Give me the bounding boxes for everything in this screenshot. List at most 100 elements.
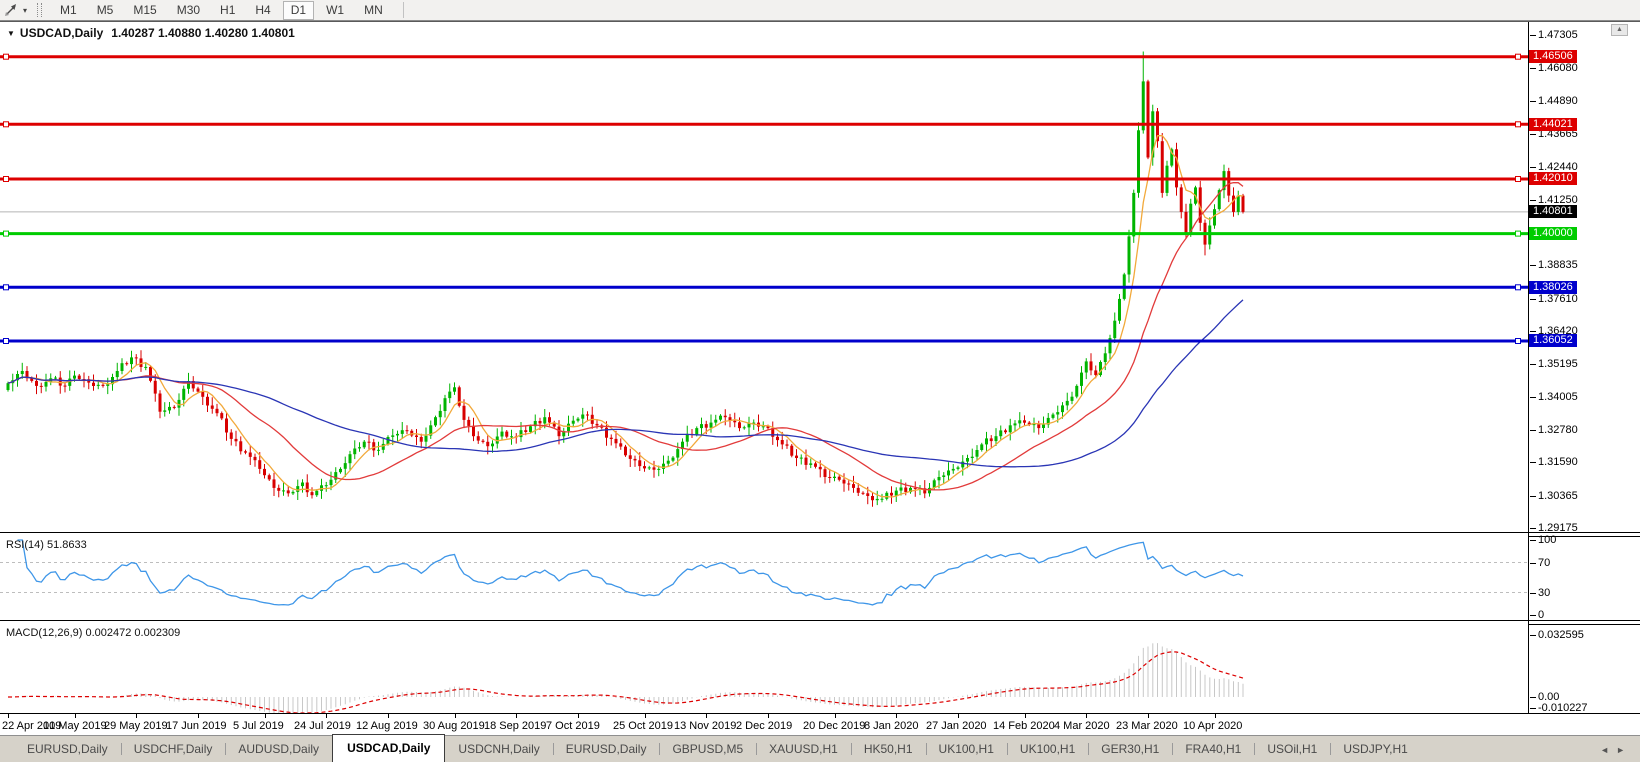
date-axis-tick [455,714,456,718]
tab-gbpusd-m5[interactable]: GBPUSD,M5 [659,737,756,762]
rsi-panel[interactable]: RSI(14) 51.8633 [0,536,1528,620]
date-axis-label: 12 Aug 2019 [356,720,418,732]
date-axis-label: 4 Mar 2020 [1054,720,1110,732]
dropdown-caret-icon: ▾ [23,5,28,15]
price-level-badge: 1.46506 [1529,50,1577,63]
tab-usoil-h1[interactable]: USOil,H1 [1254,737,1330,762]
tab-hk50-h1[interactable]: HK50,H1 [850,737,926,762]
tab-fra40-h1[interactable]: FRA40,H1 [1172,737,1254,762]
date-axis-label: 30 Aug 2019 [423,720,485,732]
date-axis-tick [388,714,389,718]
date-axis-label: 29 May 2019 [104,720,168,732]
date-axis-label: 27 Jan 2020 [926,720,987,732]
timeframe-button-m15[interactable]: M15 [125,1,164,20]
price-level-badge: 1.38026 [1529,281,1577,294]
price-axis-label: 70 [1530,557,1550,569]
chart-window-top-border [0,21,1640,22]
tab-usdcad-daily[interactable]: USDCAD,Daily [332,734,446,762]
candlestick-chart[interactable] [0,22,1528,532]
tab-xauusd-h1[interactable]: XAUUSD,H1 [756,737,851,762]
date-axis-label: 7 Oct 2019 [546,720,600,732]
price-axis-label: 1.29175 [1530,522,1578,534]
price-axis-label: 0.00 [1530,691,1559,703]
date-axis-tick [1025,714,1026,718]
timeframe-button-d1[interactable]: D1 [282,0,315,20]
tab-usdjpy-h1[interactable]: USDJPY,H1 [1330,737,1420,762]
timeframe-button-m30[interactable]: M30 [169,1,208,20]
date-axis-tick [645,714,646,718]
price-axis-label: 1.31590 [1530,456,1578,468]
timeframe-toolbar: M1 M5 M15 M30 H1 H4 D1 W1 MN [50,0,393,20]
tab-scroll-right-icon[interactable]: ► [1616,745,1632,755]
price-axis[interactable]: 1.47305 1.46080 1.44890 1.43665 1.42440 1.412… [1529,22,1640,714]
date-axis-tick [198,714,199,718]
timeframe-button-h4[interactable]: H4 [247,1,278,20]
tab-ger30-h1[interactable]: GER30,H1 [1088,737,1172,762]
toolbar: ▾ M1 M5 M15 M30 H1 H4 D1 W1 MN [0,0,1640,21]
chart-scroll-up-arrow[interactable]: ▲ [1611,24,1628,36]
date-axis-label: 25 Oct 2019 [613,720,673,732]
price-level-badge: 1.42010 [1529,172,1577,185]
tab-usdchf-daily[interactable]: USDCHF,Daily [120,737,226,762]
price-axis-label: 1.41250 [1530,194,1578,206]
price-axis-label: 100 [1530,534,1556,546]
price-axis-label: -0.010227 [1530,702,1588,714]
tab-usdcnh-daily[interactable]: USDCNH,Daily [458,742,540,756]
date-axis-label: 17 Jun 2019 [166,720,227,732]
chart-tabs: EURUSD,Daily USDCHF,Daily AUDUSD,Daily USDC… [0,734,1421,762]
date-axis-label: 14 Feb 2020 [993,720,1055,732]
timeframe-button-m5[interactable]: M5 [89,1,122,20]
date-axis-tick [265,714,266,718]
price-axis-label: 1.34005 [1530,391,1578,403]
date-axis-label: 10 Apr 2020 [1183,720,1243,732]
tab-scroll-arrows[interactable]: ◄► [1600,745,1632,755]
date-axis-tick [1148,714,1149,718]
macd-chart [8,643,1244,713]
price-axis-label: 1.44890 [1530,95,1578,107]
price-chart-panel[interactable]: ▼ USDCAD,Daily 1.40287 1.40880 1.40280 1.4… [0,22,1528,532]
date-axis-tick [136,714,137,718]
price-axis-label: 1.32780 [1530,424,1578,436]
date-axis-tick [706,714,707,718]
macd-label: MACD(12,26,9) 0.002472 0.002309 [6,627,181,639]
tab-uk100-h1[interactable]: UK100,H1 [1006,737,1088,762]
chart-ohlc-values: 1.40287 1.40880 1.40280 1.40801 [111,26,295,40]
date-axis-label: 2 Dec 2019 [736,720,793,732]
chart-tool-button[interactable]: ▾ [0,0,31,20]
chart-symbol-label: USDCAD,Daily [19,26,104,40]
date-axis-tick [958,714,959,718]
date-axis-label: 24 Jul 2019 [294,720,351,732]
timeframe-button-h1[interactable]: H1 [212,1,243,20]
price-level-badge: 1.40801 [1529,205,1577,218]
price-axis-label: 1.47305 [1530,29,1578,41]
timeframe-button-w1[interactable]: W1 [318,1,352,20]
rsi-chart [0,539,1528,606]
date-axis-tick [578,714,579,718]
price-axis-label: 1.37610 [1530,293,1578,305]
price-axis-border [1528,22,1529,713]
date-axis-label: 13 Nov 2019 [674,720,737,732]
date-axis[interactable]: 22 Apr 2019 10 May 2019 29 May 2019 17 Jun … [0,713,1640,735]
tab-scroll-left-icon[interactable]: ◄ [1600,745,1617,755]
chart-title: ▼ USDCAD,Daily 1.40287 1.40880 1.40280 1.4… [7,26,295,40]
price-level-badge: 1.36052 [1529,334,1577,347]
date-axis-tick [1215,714,1216,718]
timeframe-button-m1[interactable]: M1 [52,1,85,20]
price-axis-label: 1.38835 [1530,259,1578,271]
title-dropdown-icon[interactable]: ▼ [7,29,15,38]
tab-eurusd-daily[interactable]: EURUSD,Daily [27,742,108,756]
tab-uk100-h1[interactable]: UK100,H1 [925,737,1007,762]
date-axis-label: 8 Jan 2020 [864,720,919,732]
price-axis-label: 1.43665 [1530,128,1578,140]
timeframe-button-mn[interactable]: MN [356,1,391,20]
date-axis-label: 20 Dec 2019 [803,720,866,732]
date-axis-tick [516,714,517,718]
date-axis-tick [768,714,769,718]
date-axis-tick [326,714,327,718]
price-axis-label: 1.30365 [1530,490,1578,502]
tab-audusd-daily[interactable]: AUDUSD,Daily [225,737,332,762]
price-axis-label: 0 [1530,609,1544,621]
tab-eurusd-daily[interactable]: EURUSD,Daily [552,737,660,762]
toolbar-grip[interactable] [37,3,43,17]
macd-panel[interactable]: MACD(12,26,9) 0.002472 0.002309 [0,624,1528,713]
